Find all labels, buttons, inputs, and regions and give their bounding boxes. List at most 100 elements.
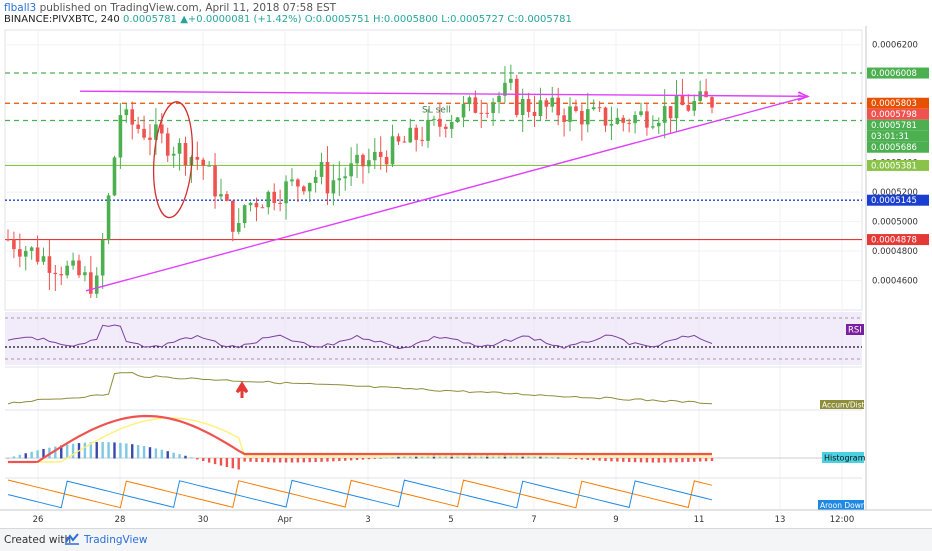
candle-body — [213, 165, 217, 197]
candle-body — [207, 165, 211, 167]
chart-canvas[interactable]: RSI60.000045.3003-5250000.0000-5500000.0… — [0, 0, 932, 528]
candle-body — [154, 124, 158, 140]
macd-histogram-bar — [142, 446, 146, 459]
x-tick-label: Apr — [278, 515, 293, 525]
candle-body — [461, 104, 466, 118]
price-tag-label: 0.0005145 — [871, 196, 917, 206]
macd-histogram-bar — [225, 458, 229, 467]
macd-histogram-bar — [556, 457, 560, 459]
macd-histogram-bar — [178, 454, 181, 459]
author-name[interactable]: flball3 — [4, 2, 37, 14]
candle-body — [18, 249, 22, 257]
candle-body — [491, 102, 495, 114]
candle-body — [89, 272, 93, 294]
aroon-label: Aroon Down — [820, 501, 866, 510]
y-tick-label: 0.0004600 — [872, 277, 918, 287]
price-tag — [867, 119, 929, 131]
candle-body — [509, 78, 513, 83]
macd-histogram-bar — [42, 448, 45, 459]
macd-histogram-bar — [101, 442, 104, 459]
macd-histogram-bar — [83, 442, 87, 459]
rsi-label: RSI — [848, 326, 862, 336]
macd-histogram-bar — [30, 451, 33, 459]
macd-histogram-bar — [533, 455, 536, 459]
candle-body — [568, 106, 572, 122]
macd-histogram-bar — [539, 456, 542, 459]
accum-dist-line — [7, 371, 713, 405]
symbol-info: BINANCE:PIVXBTC, 240 0.0005781 ▲+0.00000… — [4, 14, 572, 25]
macd-histogram-bar — [627, 458, 631, 463]
macd-histogram-bar — [267, 458, 270, 463]
candle-body — [266, 191, 271, 208]
macd-label: Histogram — [824, 454, 866, 463]
annotation-sl-sell: SL sell — [422, 106, 451, 116]
macd-badge — [822, 452, 864, 463]
macd-histogram-bar — [261, 458, 264, 463]
macd-histogram-bar — [113, 442, 116, 459]
macd-histogram-bar — [231, 458, 235, 469]
macd-histogram-bar — [166, 451, 169, 459]
rsi-badge — [846, 324, 864, 335]
macd-histogram-bar — [657, 458, 660, 463]
chart-header: flball3 published on TradingView.com, Ap… — [0, 0, 932, 26]
candle-body — [29, 247, 34, 251]
candle-body — [426, 119, 430, 141]
candle-body — [580, 110, 584, 125]
macd-histogram-bar — [586, 458, 589, 460]
macd-histogram-bar — [574, 458, 578, 460]
macd-histogram-bar — [320, 458, 323, 462]
candle-body — [485, 112, 489, 114]
tradingview-brand-link[interactable]: TradingView — [84, 534, 148, 546]
macd-histogram-bar — [125, 443, 128, 459]
macd-histogram-bar — [545, 456, 548, 459]
candle-body — [544, 100, 549, 107]
macd-histogram-bar — [6, 458, 10, 459]
macd-histogram-bar — [12, 456, 16, 459]
price-tag — [867, 130, 929, 142]
aroon-down-line — [7, 479, 713, 509]
macd-histogram-bar — [592, 458, 595, 461]
macd-histogram-bar — [651, 458, 655, 463]
macd-histogram-bar — [698, 458, 702, 462]
price-tag-label: 0.0006008 — [871, 69, 917, 79]
candle-body — [201, 159, 206, 166]
macd-histogram-bar — [349, 458, 353, 461]
macd-histogram-bar — [693, 458, 696, 462]
macd-histogram-bar — [669, 458, 672, 463]
candle-body — [686, 105, 691, 111]
tradingview-logo-icon — [65, 533, 79, 545]
footer-bar: Created with TradingView — [0, 528, 932, 551]
price-tag-label: 0.0005798 — [871, 110, 917, 120]
macd-histogram-bar — [284, 458, 288, 463]
trendline-rising — [85, 95, 809, 292]
candle-body — [160, 124, 164, 134]
candle-body — [65, 265, 69, 276]
candle-body — [112, 157, 117, 196]
macd-histogram-bar — [379, 457, 382, 459]
macd-histogram-bar — [403, 456, 406, 459]
candle-body — [148, 137, 152, 140]
candle-body — [420, 139, 424, 141]
candle-body — [408, 127, 413, 143]
candle-body — [94, 275, 99, 294]
macd-histogram-bar — [255, 458, 258, 462]
candle-body — [195, 157, 200, 160]
candle-body — [337, 178, 342, 181]
price-tag — [867, 97, 929, 109]
macd-histogram-bar — [344, 458, 347, 461]
macd-histogram-bar — [367, 458, 371, 460]
macd-histogram-bar — [213, 458, 217, 465]
macd-histogram-bar — [415, 455, 418, 459]
macd-histogram-bar — [420, 455, 424, 459]
macd-histogram-bar — [95, 442, 98, 459]
macd-histogram-bar — [515, 455, 518, 459]
candle-body — [361, 154, 365, 167]
candle-body — [414, 127, 419, 140]
ad-label: Accum/Dist — [822, 401, 865, 410]
macd-histogram-bar — [136, 445, 140, 459]
macd-histogram-bar — [71, 443, 75, 459]
candle-body — [278, 203, 282, 205]
aroon-up-line — [7, 479, 713, 509]
macd-histogram-bar — [160, 449, 164, 459]
candle-body — [520, 99, 525, 115]
